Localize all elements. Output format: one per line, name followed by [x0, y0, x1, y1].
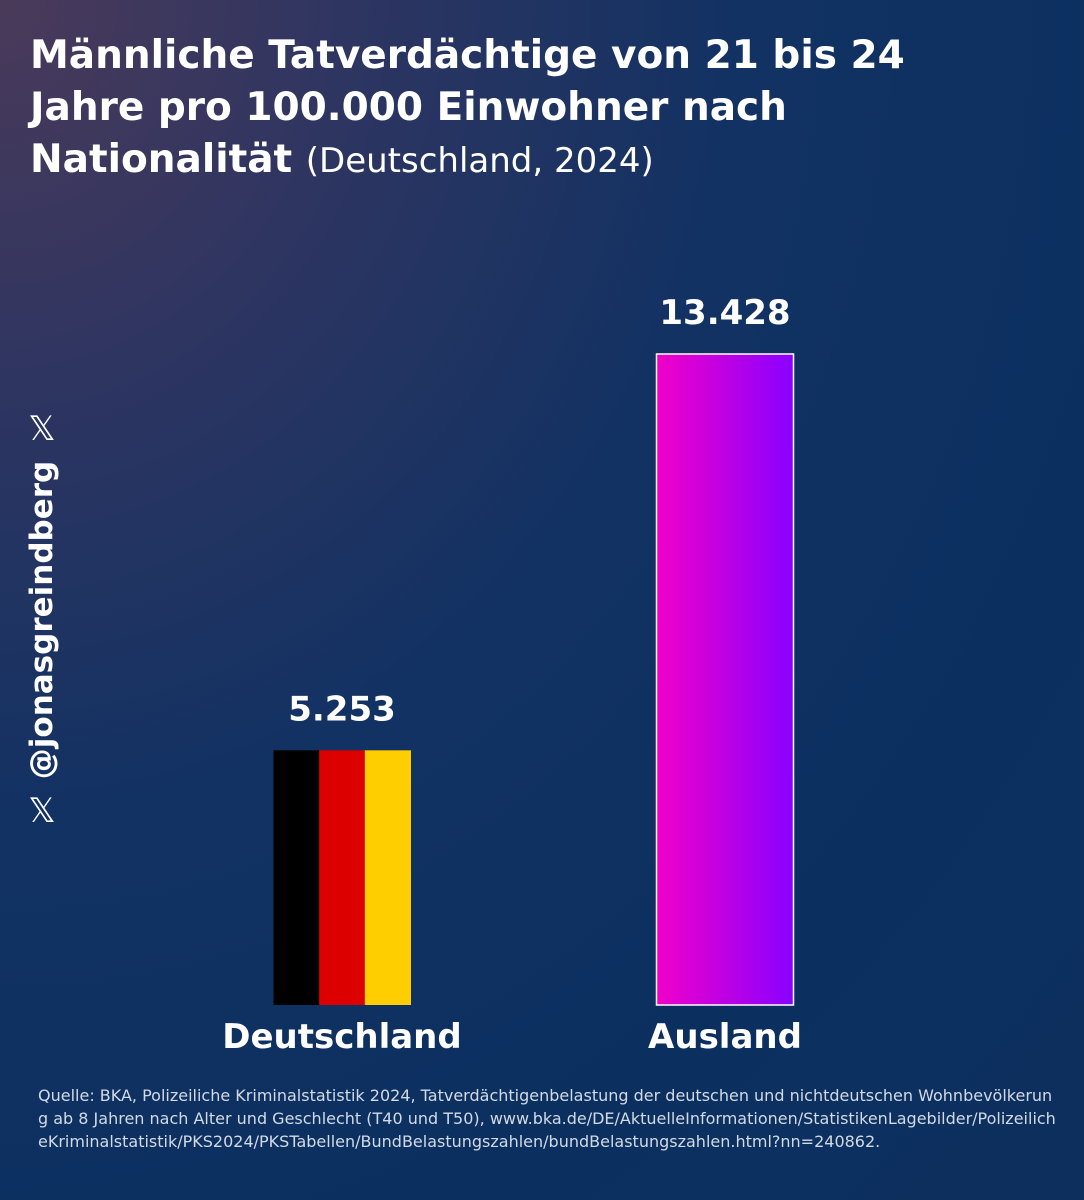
flag-stripe	[319, 750, 366, 1005]
source-note: Quelle: BKA, Polizeiliche Kriminalstatis…	[38, 1086, 1056, 1151]
category-label: Ausland	[648, 1017, 802, 1057]
chart-title: Männliche Tatverdächtige von 21 bis 24 J…	[30, 30, 1030, 187]
value-label: 13.428	[659, 293, 790, 333]
bars-group: 5.253 Deutschland 13.428 Ausland	[222, 293, 802, 1057]
chart-subtitle: (Deutschland, 2024)	[305, 141, 654, 181]
bar-fill	[655, 353, 795, 1006]
bar-ausland	[655, 353, 795, 1006]
value-label: 5.253	[288, 689, 396, 729]
bar-deutschland	[273, 750, 411, 1005]
chart-title-main: Männliche Tatverdächtige von 21 bis 24 J…	[30, 33, 905, 182]
category-label: Deutschland	[222, 1017, 461, 1057]
flag-stripe	[364, 750, 411, 1005]
flag-stripe	[273, 750, 320, 1005]
